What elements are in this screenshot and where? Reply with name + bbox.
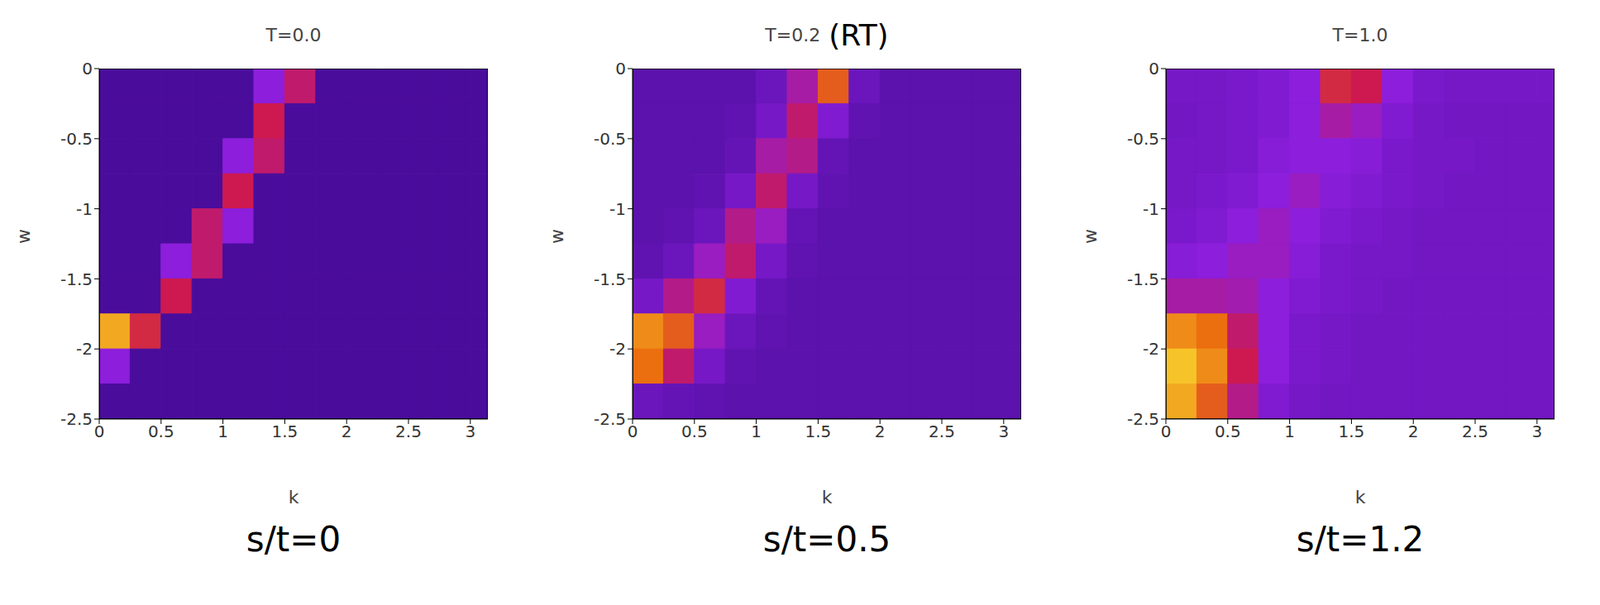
svg-text:0.5: 0.5 <box>1214 421 1242 442</box>
html-text:T=1.0: T=1.0 <box>1332 24 1388 46</box>
svg-text:2: 2 <box>1408 421 1419 442</box>
svg-text:-2: -2 <box>76 339 93 359</box>
svg-text:-2.5: -2.5 <box>593 409 626 430</box>
svg-text:-1.5: -1.5 <box>593 269 626 290</box>
svg-text:k: k <box>1355 487 1366 508</box>
svg-text:2.5: 2.5 <box>395 421 422 442</box>
svg-text:2: 2 <box>874 421 886 442</box>
svg-text:0: 0 <box>627 421 639 442</box>
svg-text:k: k <box>288 487 300 508</box>
svg-text:0: 0 <box>615 58 626 79</box>
svg-text:1.5: 1.5 <box>1338 421 1366 442</box>
svg-text:-0.5: -0.5 <box>593 128 626 149</box>
svg-text:0: 0 <box>1160 421 1172 442</box>
svg-text:w: w <box>13 229 34 244</box>
svg-text:0: 0 <box>81 58 93 79</box>
svg-text:-1: -1 <box>1142 199 1160 220</box>
svg-text:2: 2 <box>341 421 353 442</box>
svg-text:3: 3 <box>464 421 476 442</box>
svg-text:-2.5: -2.5 <box>60 409 93 430</box>
svg-text:-1: -1 <box>76 199 93 220</box>
svg-text:1: 1 <box>750 421 762 442</box>
svg-text:3: 3 <box>1531 421 1543 442</box>
svg-text:-2: -2 <box>609 339 626 359</box>
svg-text:2.5: 2.5 <box>1461 421 1489 442</box>
svg-text:1: 1 <box>1284 421 1295 442</box>
svg-text:-1.5: -1.5 <box>1127 269 1160 290</box>
svg-text:0.5: 0.5 <box>681 421 708 442</box>
html-text:T=0.2 (RT): T=0.2 (RT) <box>765 17 889 52</box>
svg-text:-2: -2 <box>1142 339 1160 359</box>
html-text:T=0.0: T=0.0 <box>265 24 322 46</box>
svg-text:0: 0 <box>1148 58 1160 79</box>
svg-text:0: 0 <box>94 421 106 442</box>
html-text:s/t=0.5: s/t=0.5 <box>763 519 891 560</box>
svg-text:1.5: 1.5 <box>272 421 299 442</box>
svg-text:1.5: 1.5 <box>805 421 832 442</box>
html-text:s/t=0: s/t=0 <box>246 519 341 560</box>
svg-text:-0.5: -0.5 <box>1127 128 1160 149</box>
svg-text:2.5: 2.5 <box>928 421 956 442</box>
svg-text:-1: -1 <box>609 199 626 220</box>
svg-text:k: k <box>821 487 833 508</box>
html-text:s/t=1.2: s/t=1.2 <box>1296 519 1425 560</box>
svg-text:w: w <box>1079 229 1101 244</box>
svg-text:w: w <box>546 229 568 244</box>
svg-text:-2.5: -2.5 <box>1127 409 1160 430</box>
svg-text:-0.5: -0.5 <box>60 128 93 149</box>
svg-text:1: 1 <box>217 421 229 442</box>
svg-text:0.5: 0.5 <box>148 421 175 442</box>
svg-text:-1.5: -1.5 <box>60 269 93 290</box>
svg-text:3: 3 <box>998 421 1009 442</box>
